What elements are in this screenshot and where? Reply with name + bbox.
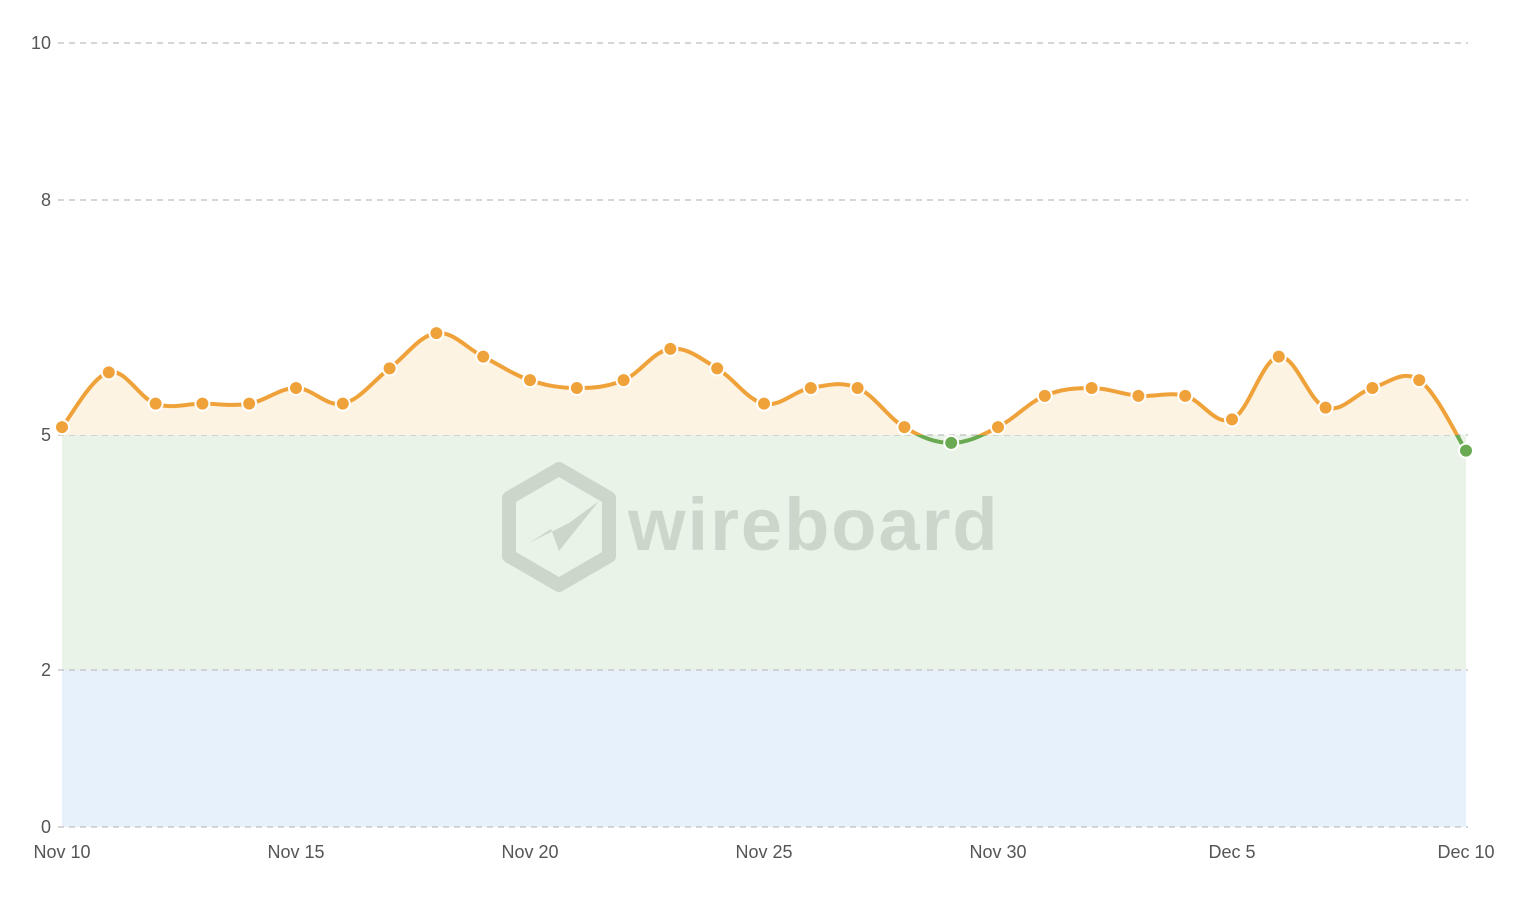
x-tick-label-nov-20: Nov 20 [501, 842, 558, 862]
band-2-5 [62, 435, 1466, 670]
data-point-nov-20 [522, 372, 538, 389]
data-point-nov-25 [756, 395, 772, 412]
x-tick-label-dec-5: Dec 5 [1208, 842, 1255, 862]
data-point-nov-29 [943, 434, 960, 451]
data-point-nov-11 [100, 364, 117, 381]
data-point-nov-24 [709, 360, 726, 377]
data-point-nov-23 [662, 340, 679, 357]
watermark: wireboard [502, 462, 1000, 592]
data-point-nov-15 [288, 380, 304, 396]
data-point-nov-10 [54, 419, 70, 436]
data-point-dec-7 [1317, 399, 1334, 416]
y-tick-label-2: 2 [41, 660, 51, 680]
data-point-dec-1 [1036, 387, 1053, 404]
wireboard-logo-icon [502, 462, 616, 592]
data-point-dec-2 [1083, 380, 1100, 396]
data-point-nov-12 [147, 395, 164, 412]
data-point-dec-3 [1130, 387, 1147, 404]
data-point-nov-21 [568, 380, 585, 396]
data-point-nov-28 [896, 419, 913, 436]
data-point-nov-13 [194, 395, 211, 412]
band-0-2 [62, 670, 1466, 827]
data-point-nov-30 [990, 419, 1006, 436]
data-point-nov-19 [475, 348, 492, 365]
data-point-nov-26 [802, 380, 819, 396]
data-point-dec-4 [1177, 387, 1194, 404]
area-fill [62, 333, 1466, 435]
watermark-text: wireboard [627, 483, 1000, 566]
data-points [54, 325, 1474, 459]
data-point-nov-22 [615, 372, 632, 389]
y-axis-ticks: 0 2 5 8 10 [31, 33, 51, 837]
area-layer [62, 333, 1466, 435]
data-point-nov-14 [241, 395, 258, 412]
y-tick-label-8: 8 [41, 190, 51, 210]
data-point-dec-10 [1458, 442, 1474, 459]
data-point-dec-8 [1364, 380, 1381, 396]
x-tick-label-dec-10: Dec 10 [1437, 842, 1494, 862]
data-point-dec-9 [1411, 372, 1428, 389]
data-point-nov-27 [849, 380, 866, 396]
data-point-nov-17 [381, 360, 398, 377]
band-layer [62, 435, 1466, 827]
data-point-nov-16 [334, 395, 351, 412]
x-tick-label-nov-30: Nov 30 [969, 842, 1026, 862]
x-tick-label-nov-10: Nov 10 [33, 842, 90, 862]
x-tick-label-nov-15: Nov 15 [267, 842, 324, 862]
data-point-dec-5 [1224, 411, 1240, 428]
x-axis-ticks: Nov 10 Nov 15 Nov 20 Nov 25 Nov 30 Dec 5 Dec 1… [33, 842, 1494, 862]
data-point-dec-6 [1270, 348, 1287, 365]
x-tick-label-nov-25: Nov 25 [735, 842, 792, 862]
y-tick-label-10: 10 [31, 33, 51, 53]
y-tick-label-0: 0 [41, 817, 51, 837]
data-point-nov-18 [428, 325, 445, 342]
y-tick-label-5: 5 [41, 425, 51, 445]
